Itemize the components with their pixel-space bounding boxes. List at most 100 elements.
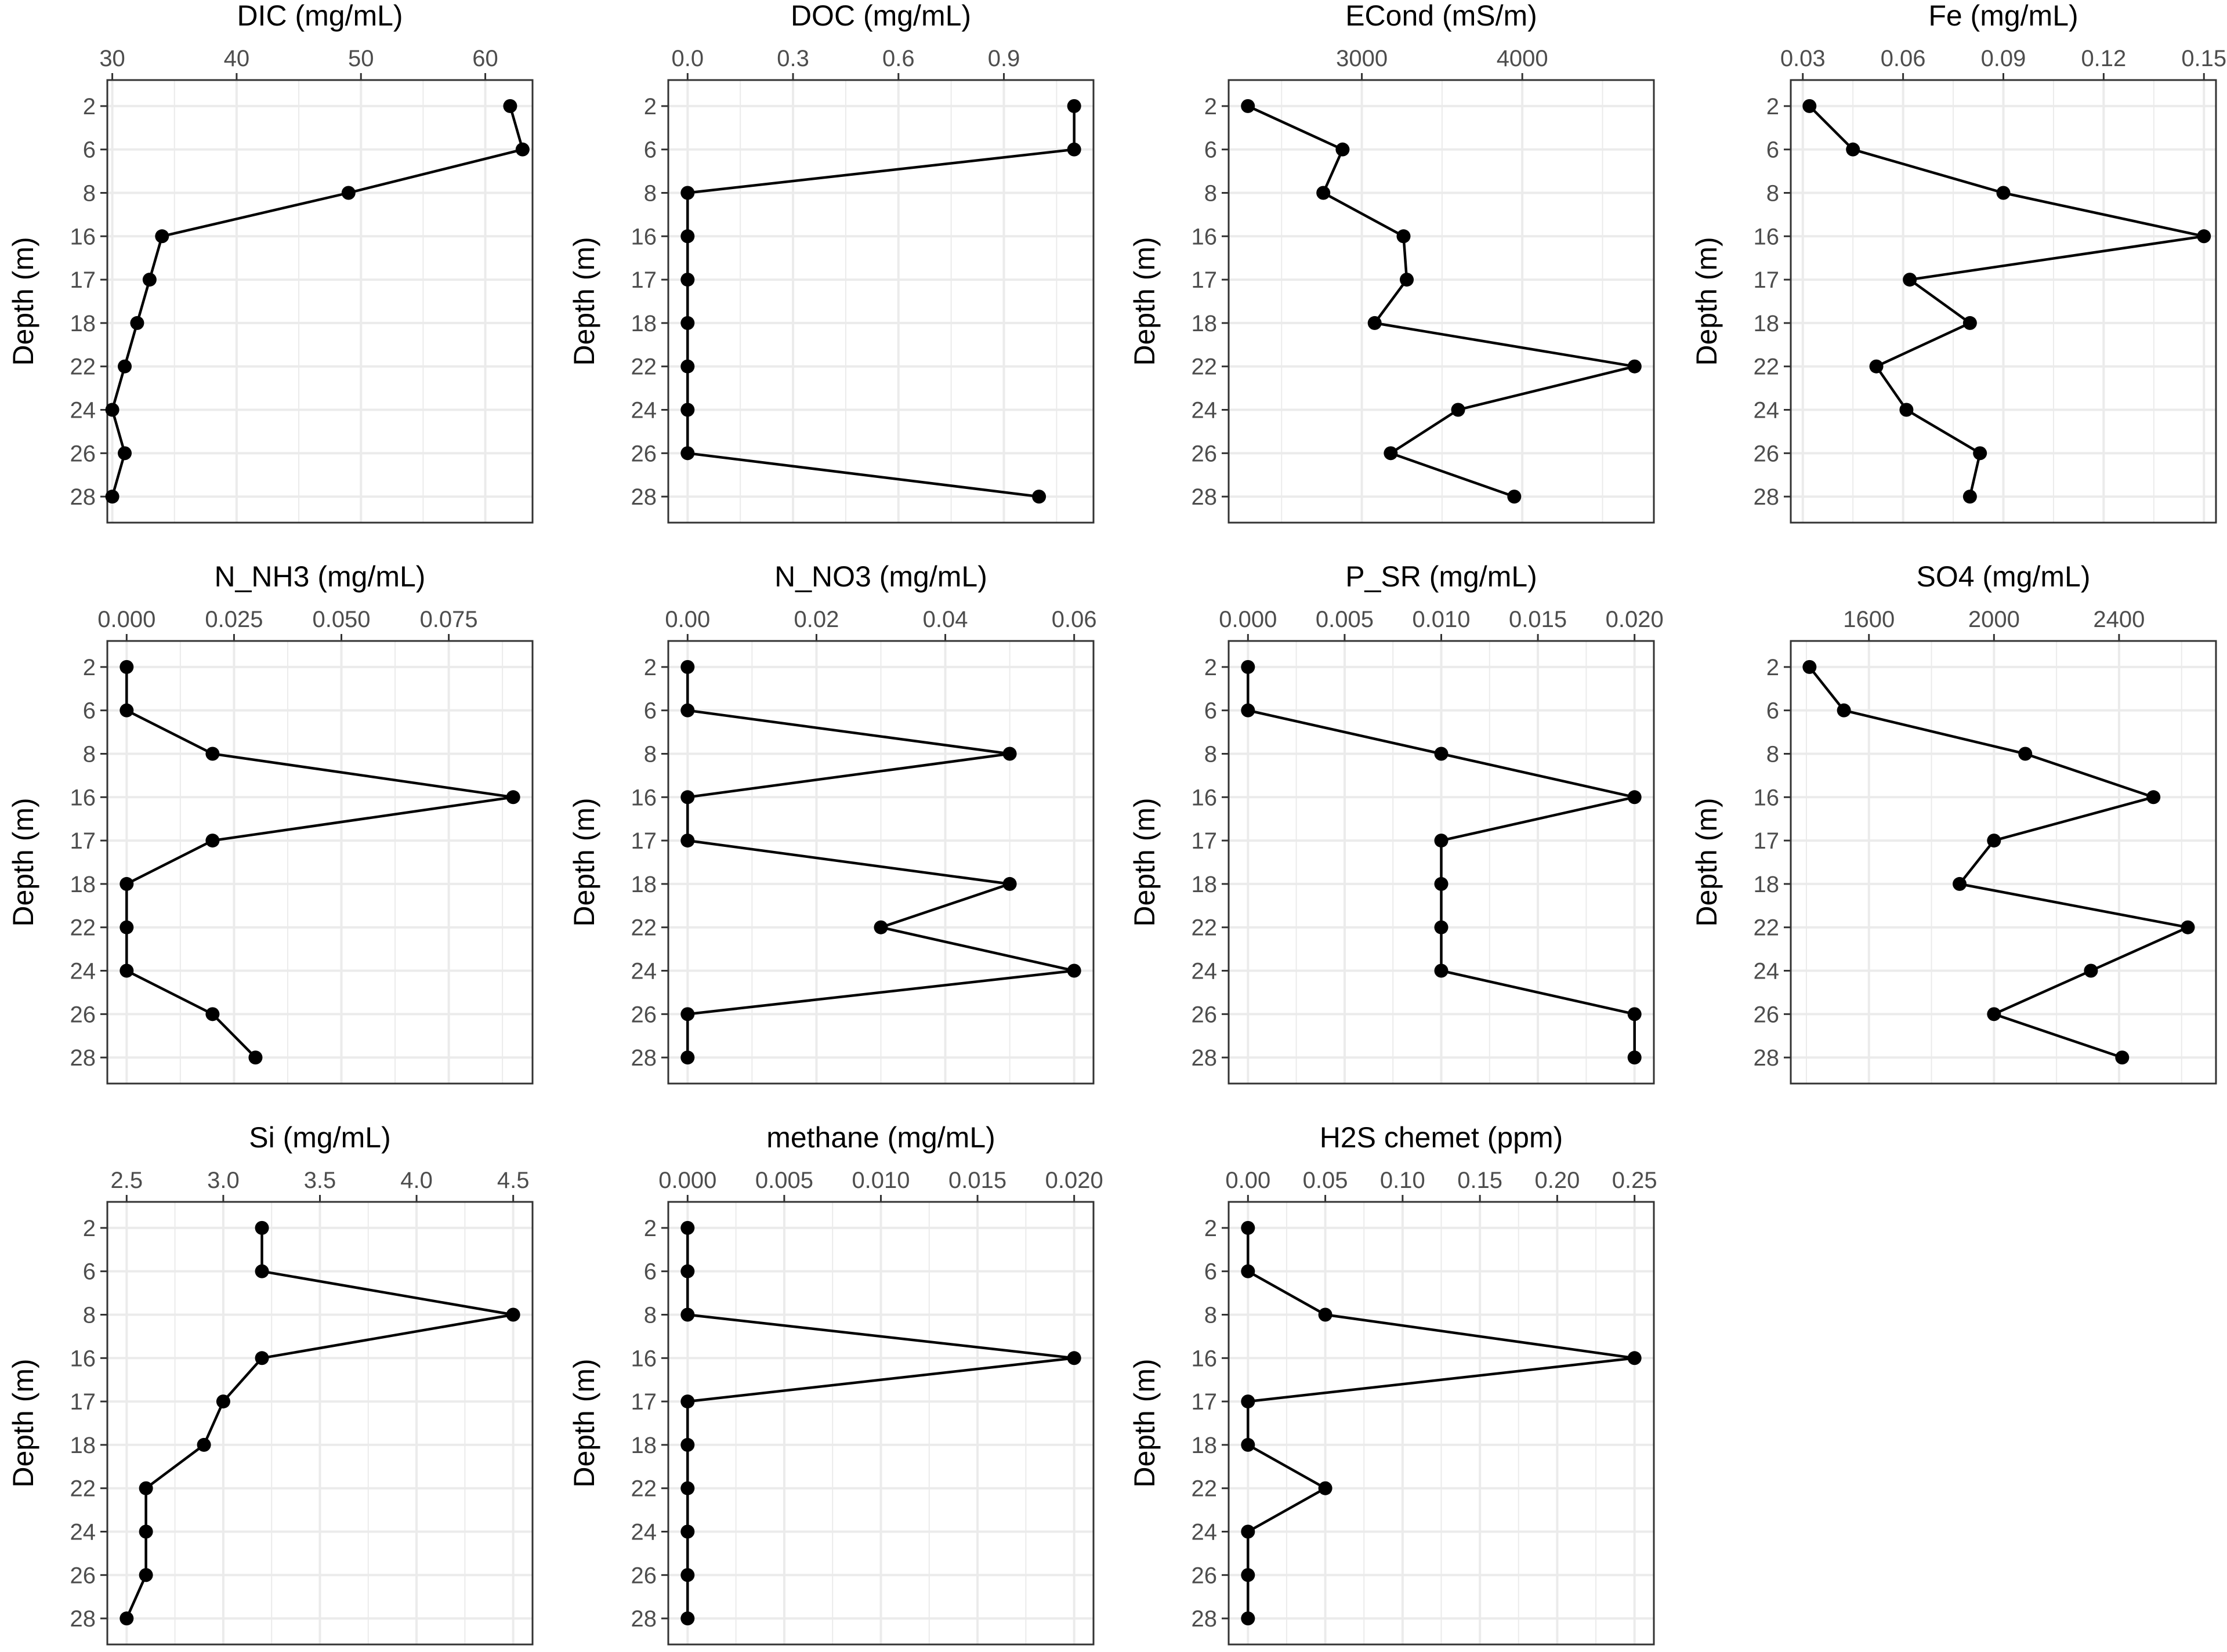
y-tick-label: 8: [644, 741, 657, 767]
data-point: [142, 273, 157, 287]
x-tick-label: 0.06: [1052, 607, 1097, 632]
series-line: [111, 106, 524, 497]
data-point: [120, 876, 134, 891]
y-tick-label: 18: [631, 1433, 657, 1458]
data-point: [2181, 920, 2195, 934]
data-point: [1241, 99, 1255, 113]
y-tick-label: 18: [70, 311, 96, 336]
x-tick-label: 0.3: [777, 46, 809, 71]
x-tick-label: 0.6: [882, 46, 915, 71]
series-line: [125, 1227, 515, 1620]
chart-title: Fe (mg/mL): [1928, 0, 2078, 32]
x-tick-label: 0.010: [1412, 607, 1470, 632]
y-tick-label: 26: [70, 441, 96, 466]
x-tick-label: 1600: [1843, 607, 1895, 632]
data-point: [506, 1307, 520, 1322]
data-point: [1899, 403, 1914, 417]
panel-border: [1227, 1201, 1655, 1646]
y-tick-label: 8: [1204, 180, 1217, 206]
data-point: [1067, 142, 1081, 157]
x-tick-label: 0.00: [665, 607, 710, 632]
data-point: [1002, 747, 1017, 761]
data-point: [680, 1307, 695, 1322]
y-tick-label: 24: [1754, 398, 1780, 423]
data-point: [2197, 229, 2211, 244]
y-tick-label: 22: [1192, 354, 1218, 380]
y-tick-label: 6: [83, 137, 96, 163]
y-tick-label: 16: [1754, 785, 1780, 810]
series-line: [686, 666, 1076, 1058]
y-tick-label: 8: [83, 1302, 96, 1328]
y-tick-label: 28: [631, 484, 657, 510]
y-tick-label: 6: [644, 1259, 657, 1285]
y-axis-label: Depth (m): [7, 1358, 39, 1487]
series-line: [686, 1227, 1076, 1619]
y-tick-label: 17: [631, 267, 657, 293]
y-tick-label: 28: [631, 1045, 657, 1071]
panel-border: [667, 79, 1095, 524]
y-tick-label: 26: [1192, 1002, 1218, 1027]
y-tick-label: 17: [70, 828, 96, 854]
series-line: [1247, 1227, 1636, 1619]
y-tick-label: 22: [1192, 1476, 1218, 1502]
data-point: [874, 920, 888, 934]
data-point: [1962, 490, 1977, 504]
data-point: [680, 1481, 695, 1495]
panel-background: [1229, 80, 1654, 523]
y-tick-label: 2: [1766, 655, 1779, 680]
x-tick-label: 0.04: [923, 607, 968, 632]
y-tick-label: 6: [1766, 137, 1779, 163]
y-tick-label: 18: [1754, 872, 1780, 897]
data-point: [1067, 99, 1081, 113]
y-tick-label: 22: [1754, 915, 1780, 941]
chart-title: H2S chemet (ppm): [1320, 1121, 1563, 1154]
y-tick-label: 8: [83, 180, 96, 206]
data-point: [139, 1568, 153, 1582]
y-tick-label: 16: [1192, 785, 1218, 810]
y-tick-label: 6: [1204, 1259, 1217, 1285]
y-tick-label: 22: [70, 354, 96, 380]
x-tick-label: 0.10: [1380, 1168, 1425, 1193]
data-point: [680, 703, 695, 718]
y-tick-label: 6: [1766, 698, 1779, 724]
data-point: [1316, 186, 1331, 200]
y-tick-label: 22: [1754, 354, 1780, 380]
x-tick-label: 3.0: [207, 1168, 240, 1193]
x-tick-label: 0.09: [1981, 46, 2026, 71]
y-tick-label: 24: [631, 959, 657, 984]
y-tick-label: 2: [644, 94, 657, 119]
y-axis-label: Depth (m): [568, 237, 600, 365]
data-point: [1434, 963, 1449, 978]
x-tick-label: 0.010: [852, 1168, 910, 1193]
data-point: [1241, 1264, 1255, 1278]
data-point: [1241, 1524, 1255, 1539]
x-tick-label: 40: [224, 46, 250, 71]
y-tick-label: 26: [1754, 1002, 1780, 1027]
y-tick-label: 8: [1766, 741, 1779, 767]
data-point: [255, 1351, 269, 1365]
x-tick-label: 0.20: [1534, 1168, 1580, 1193]
y-tick-label: 18: [631, 872, 657, 897]
y-tick-label: 24: [631, 398, 657, 423]
y-axis-label: Depth (m): [1690, 798, 1723, 926]
data-point: [515, 142, 530, 157]
series-line: [686, 106, 1076, 498]
y-tick-label: 8: [1204, 1302, 1217, 1328]
y-tick-label: 6: [1204, 698, 1217, 724]
y-tick-label: 28: [1192, 1606, 1218, 1632]
data-point: [1002, 876, 1017, 891]
y-axis-label: Depth (m): [568, 1358, 600, 1487]
series-line: [1247, 104, 1636, 498]
data-point: [1507, 490, 1522, 504]
y-tick-label: 2: [1204, 1216, 1217, 1241]
y-tick-label: 16: [70, 785, 96, 810]
y-tick-label: 24: [1192, 398, 1218, 423]
data-point: [130, 316, 144, 330]
x-tick-label: 3.5: [304, 1168, 336, 1193]
x-tick-label: 50: [348, 46, 374, 71]
data-point: [1987, 1007, 2001, 1021]
data-point: [1846, 142, 1860, 157]
